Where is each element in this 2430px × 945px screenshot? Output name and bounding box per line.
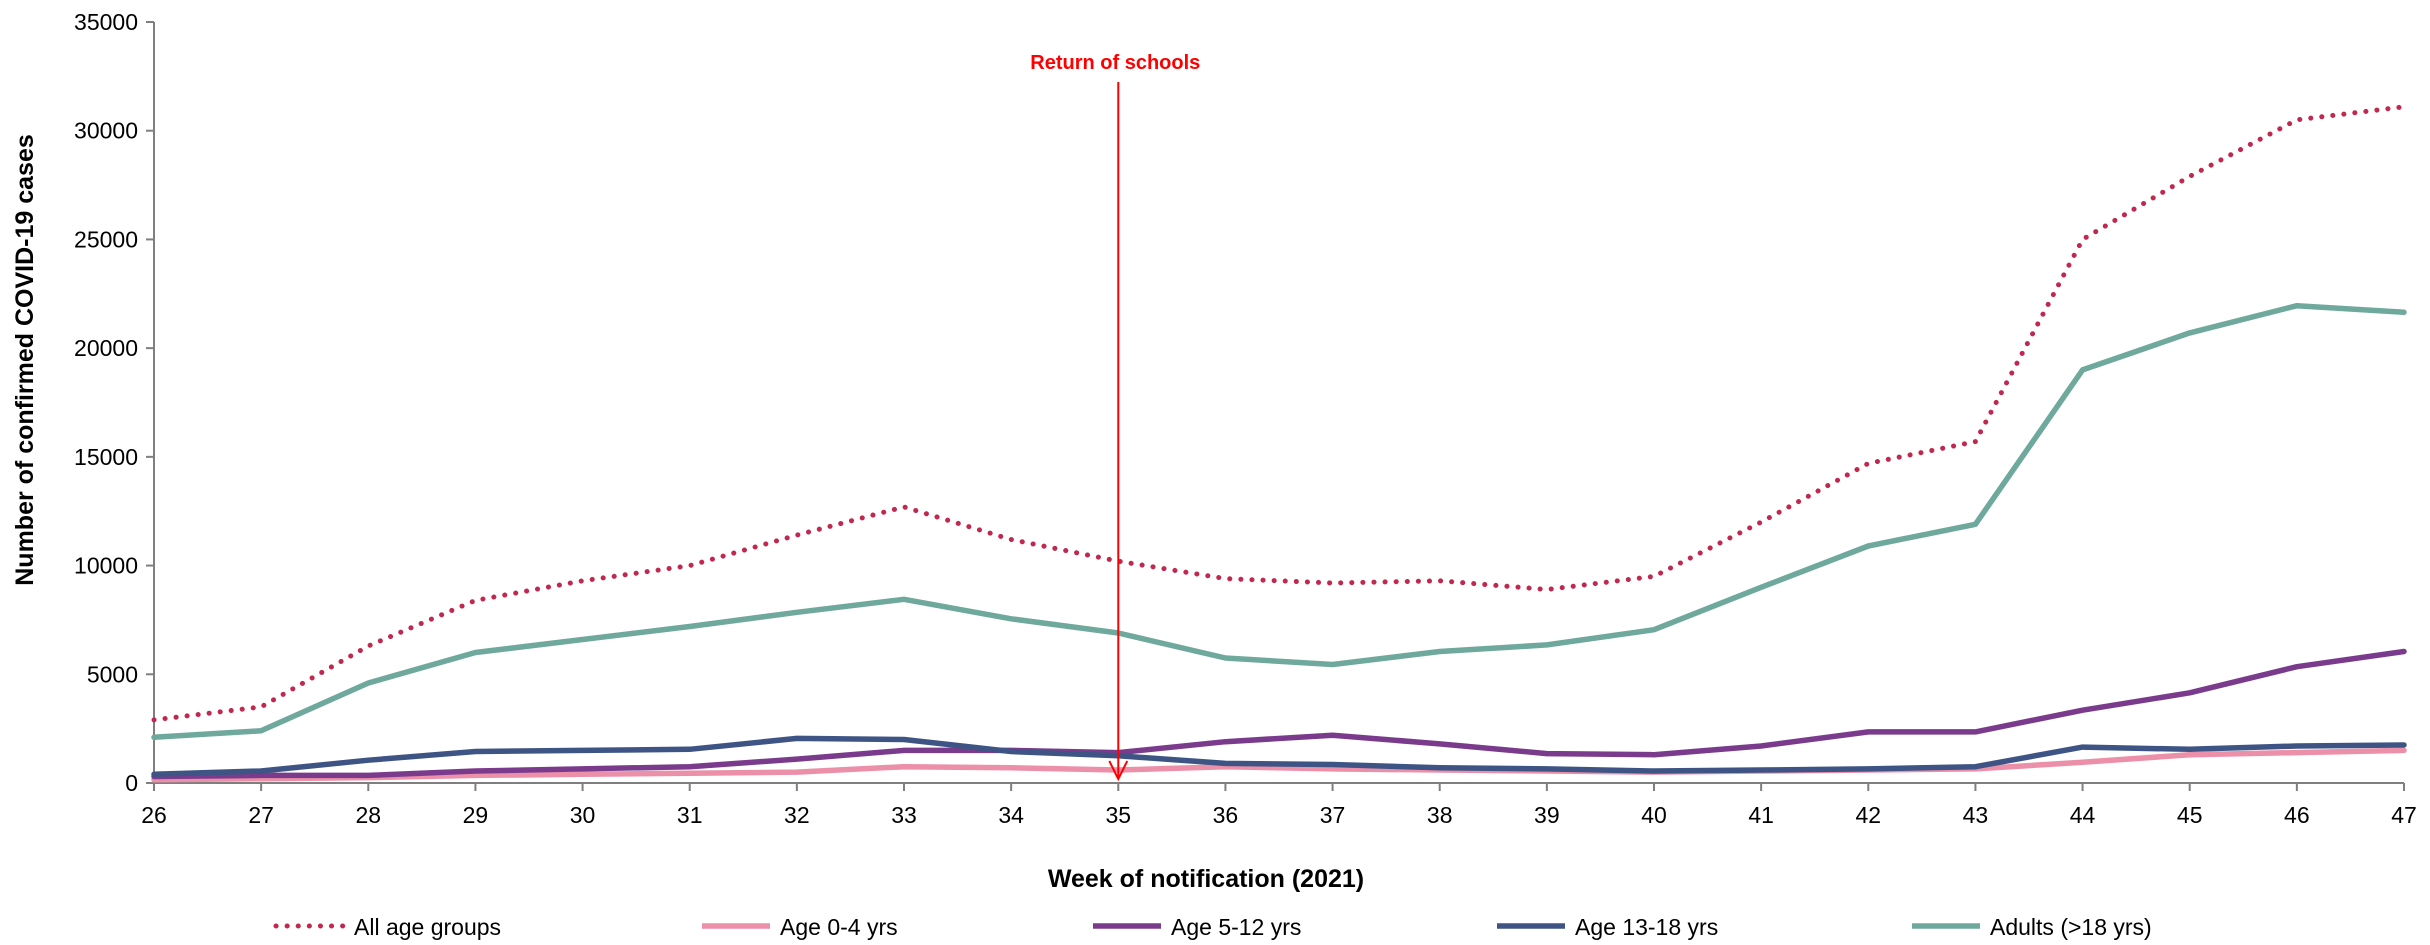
x-tick-label: 35 bbox=[1105, 802, 1131, 828]
x-tick-label: 30 bbox=[570, 802, 596, 828]
x-tick-label: 47 bbox=[2391, 802, 2417, 828]
x-tick-label: 34 bbox=[998, 802, 1024, 828]
x-tick-label: 32 bbox=[784, 802, 810, 828]
x-tick-label: 27 bbox=[248, 802, 274, 828]
x-tick-label: 41 bbox=[1748, 802, 1774, 828]
y-tick-label: 5000 bbox=[87, 661, 138, 687]
x-tick-label: 28 bbox=[355, 802, 381, 828]
annotation-label: Return of schools bbox=[1030, 52, 1200, 74]
x-tick-label: 29 bbox=[463, 802, 489, 828]
series-lines bbox=[151, 104, 2407, 783]
x-tick-label: 44 bbox=[2070, 802, 2096, 828]
x-tick-label: 36 bbox=[1213, 802, 1239, 828]
legend-label: All age groups bbox=[354, 914, 501, 940]
y-tick-label: 10000 bbox=[74, 553, 138, 579]
x-axis-title: Week of notification (2021) bbox=[1048, 865, 1364, 893]
y-tick-label: 0 bbox=[125, 770, 138, 796]
x-tick-label: 38 bbox=[1427, 802, 1453, 828]
axes bbox=[153, 22, 2404, 784]
tick-labels: 0 5000 10000 15000 20000 25000 30000 35000 26 27 2… bbox=[74, 9, 2417, 828]
y-tick-label: 30000 bbox=[74, 118, 138, 144]
x-tick-label: 42 bbox=[1855, 802, 1881, 828]
legend-label: Age 5-12 yrs bbox=[1171, 914, 1301, 940]
y-tick-label: 15000 bbox=[74, 444, 138, 470]
y-tick-label: 20000 bbox=[74, 335, 138, 361]
x-tick-label: 40 bbox=[1641, 802, 1667, 828]
series-line-3 bbox=[151, 648, 2407, 780]
x-tick-label: 33 bbox=[891, 802, 917, 828]
annotations: Return of schools bbox=[1030, 52, 1200, 782]
x-tick-label: 43 bbox=[1963, 802, 1989, 828]
x-tick-label: 37 bbox=[1320, 802, 1346, 828]
series-line-2 bbox=[151, 747, 2407, 783]
x-tick-label: 39 bbox=[1534, 802, 1560, 828]
y-tick-label: 35000 bbox=[74, 9, 138, 35]
annotation-arrow-head bbox=[1108, 760, 1129, 782]
legend-label: Age 0-4 yrs bbox=[780, 914, 898, 940]
x-tick-label: 46 bbox=[2284, 802, 2310, 828]
legend-label: Adults (>18 yrs) bbox=[1990, 914, 2152, 940]
series-line-1 bbox=[151, 104, 2407, 723]
series-line-5 bbox=[151, 302, 2407, 741]
series-line-4 bbox=[151, 735, 2407, 778]
legend-label: Age 13-18 yrs bbox=[1575, 914, 1718, 940]
y-axis-title: Number of confirmed COVID-19 cases bbox=[11, 134, 39, 586]
x-tick-label: 45 bbox=[2177, 802, 2203, 828]
y-tick-label: 25000 bbox=[74, 226, 138, 252]
x-tick-label: 31 bbox=[677, 802, 703, 828]
x-tick-label: 26 bbox=[141, 802, 167, 828]
legend: All age groups Age 0-4 yrs Age 5-12 yrs Age… bbox=[273, 914, 2152, 940]
